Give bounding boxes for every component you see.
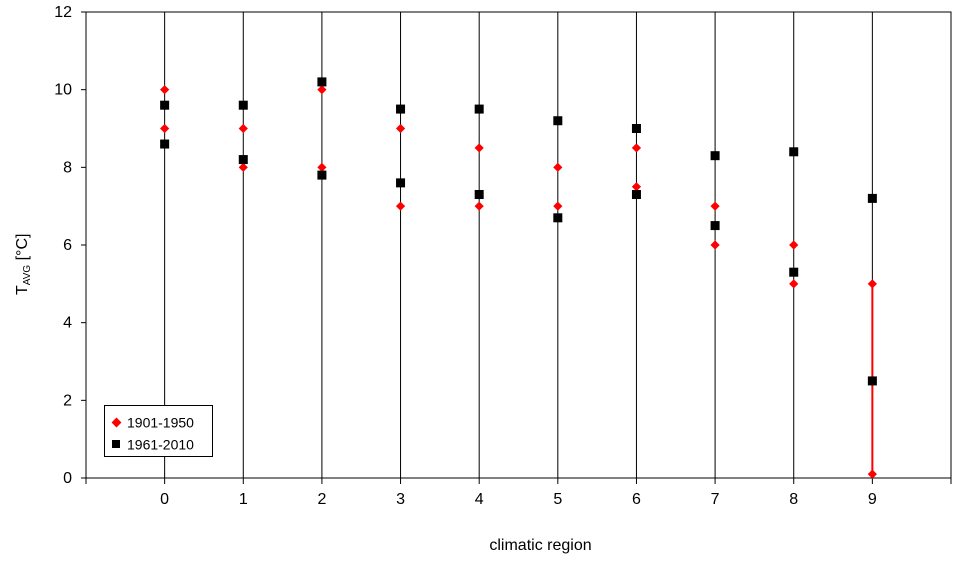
data-point-square [474,190,484,200]
data-point-diamond [867,279,877,289]
data-point-square [238,100,248,110]
data-point-square [789,267,799,277]
data-point-diamond [317,85,327,95]
data-point-square [867,376,877,386]
data-point-diamond [710,201,720,211]
data-point-square [553,213,563,223]
data-point-square [160,100,170,110]
data-point-square [789,147,799,157]
data-point-square [474,104,484,114]
data-point-diamond [553,162,563,172]
y-tick-label: 2 [63,392,72,409]
data-point-square [238,155,248,165]
y-tick-label: 0 [63,470,72,487]
x-tick-label: 8 [789,491,798,508]
legend-item-1901-1950: 1901-1950 [111,412,194,430]
data-point-square [710,221,720,231]
x-axis-label-container: climatic region [0,537,953,555]
data-point-diamond [867,469,877,479]
data-point-diamond [789,279,799,289]
data-point-square [710,151,720,161]
data-point-diamond [789,240,799,250]
legend-square-marker [112,440,120,449]
legend-diamond-marker [111,417,122,428]
data-point-diamond [553,201,563,211]
x-tick-label: 5 [553,491,562,508]
data-point-diamond [317,162,327,172]
data-point-square [160,139,170,149]
data-point-diamond [160,85,170,95]
y-tick-label: 4 [63,315,72,332]
data-point-diamond [474,201,484,211]
x-tick-label: 3 [396,491,405,508]
x-tick-label: 4 [475,491,484,508]
data-point-square [631,190,641,200]
data-point-diamond [710,240,720,250]
data-point-square [317,170,327,180]
data-point-square [867,193,877,203]
plot-area-frame [85,11,952,479]
x-tick-label: 7 [711,491,720,508]
x-tick-label: 9 [868,491,877,508]
x-tick-label: 1 [239,491,248,508]
data-point-diamond [395,123,406,134]
y-axis-label: TAVG [°C] [14,233,34,295]
y-axis-label-main: T [14,285,31,295]
data-point-diamond [160,123,170,134]
data-point-diamond [474,143,484,153]
legend-item-1961-2010: 1961-2010 [111,434,194,452]
data-point-diamond [238,123,248,134]
data-point-diamond [631,143,642,153]
legend-label-1901-1950: 1901-1950 [127,414,194,431]
x-tick-label: 0 [160,491,169,508]
y-axis-label-subscript: AVG [22,264,33,286]
x-axis-label: climatic region [489,537,592,554]
data-point-square [631,124,641,133]
data-point-square [396,104,406,114]
data-point-square [317,77,327,87]
data-point-square [553,116,563,126]
y-tick-label: 6 [63,237,72,254]
data-point-diamond [395,201,406,211]
data-point-square [396,178,406,188]
y-axis-label-unit: [°C] [14,233,31,265]
legend-label-1961-2010: 1961-2010 [127,436,194,453]
y-tick-label: 10 [54,82,72,99]
y-tick-label: 8 [63,159,72,176]
x-tick-label: 2 [317,491,326,508]
data-point-diamond [238,162,248,172]
legend: 1901-1950 1961-2010 [104,405,213,457]
y-tick-label: 12 [54,4,72,21]
data-point-diamond [631,182,642,192]
x-tick-label: 6 [632,491,641,508]
